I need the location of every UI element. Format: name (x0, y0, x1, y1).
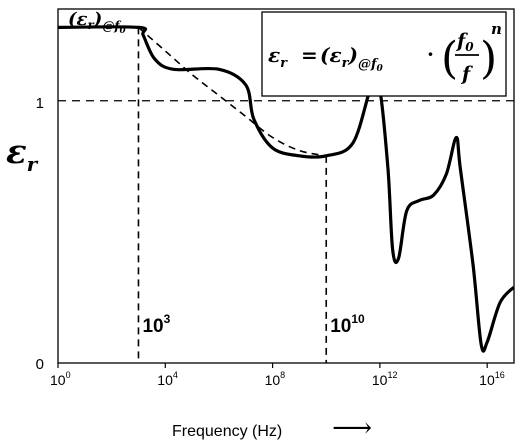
start-value-label: (εr)@f0 (68, 9, 127, 36)
formula-eq: = (301, 43, 318, 67)
x-tick-label-4: 1016 (479, 370, 505, 388)
y-tick-label-0: 0 (36, 356, 44, 373)
formula-numerator: f (455, 30, 468, 52)
x-tick-label-0: 100 (50, 370, 71, 388)
formula-power: n (491, 20, 502, 38)
y-tick-label-1: 1 (36, 95, 44, 112)
formula-denominator: f (460, 63, 473, 85)
formula-box: εr = (εr)@f0 · ( ) f0 f n (261, 11, 507, 97)
formula-paren-close: ) (480, 33, 497, 84)
marker-label-2: 1010 (330, 312, 365, 337)
x-axis-label: Frequency (Hz) (172, 423, 282, 440)
formula-dot: · (427, 42, 434, 66)
svg-text:f0: f0 (455, 30, 474, 54)
x-tick-label-3: 1012 (372, 370, 398, 388)
plot-frame (57, 8, 515, 364)
svg-text:εr: εr (268, 43, 288, 71)
formula-paren-open: ( (441, 33, 458, 84)
x-tick-label-1: 104 (157, 370, 178, 388)
x-tick-label-2: 108 (265, 370, 286, 388)
marker-label-1: 103 (142, 312, 170, 337)
series-solid-permittivity (58, 25, 514, 353)
x-axis-arrow: ⟶ (332, 411, 372, 444)
y-axis-label: εr (6, 132, 39, 176)
formula-term: (ε (320, 43, 342, 67)
svg-text:(εr)@f0: (εr)@f0 (320, 43, 384, 74)
series-dashed-power-law (137, 26, 327, 157)
formula-lhs: ε (268, 43, 280, 67)
